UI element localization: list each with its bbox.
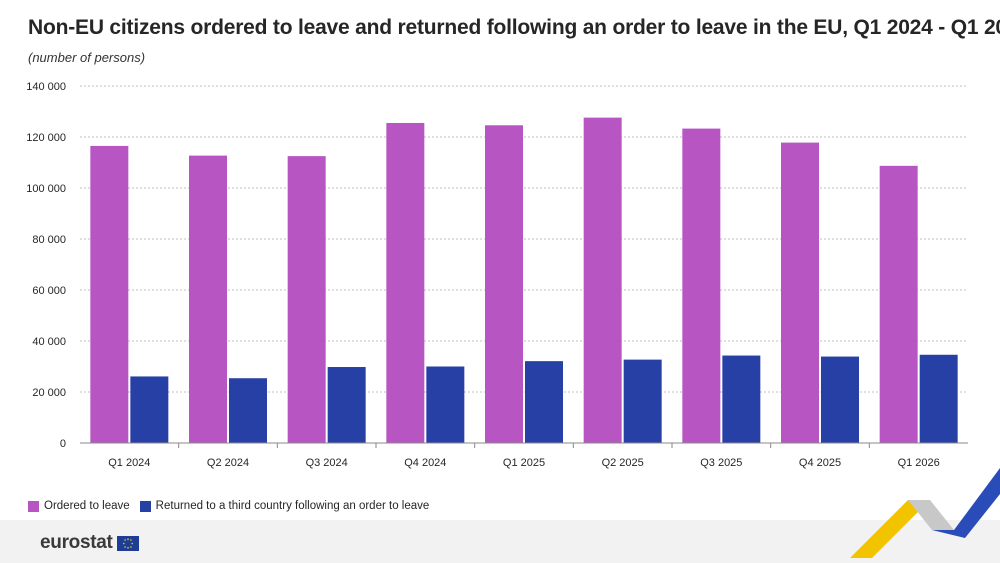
y-tick-label: 120 000 [26,132,66,144]
x-tick-label: Q2 2024 [207,457,249,469]
bar-ordered[interactable] [90,145,129,444]
legend-label-ordered: Ordered to leave [44,500,130,512]
x-tick-label: Q3 2025 [700,457,742,469]
bar-ordered[interactable] [287,156,326,443]
x-tick-label: Q4 2024 [404,457,446,469]
bar-ordered[interactable] [682,128,721,443]
legend-item-returned[interactable]: Returned to a third country following an… [139,500,430,512]
bar-returned[interactable] [722,355,761,443]
logo-text: eurostat [40,532,113,553]
legend: Ordered to leave Returned to a third cou… [28,500,439,512]
bar-returned[interactable] [327,367,366,443]
bar-returned[interactable] [229,378,267,443]
axes: 0 20 000 40 000 60 000 80 000 100 000 120 000 1… [26,81,968,469]
legend-item-ordered[interactable]: Ordered to leave [28,500,130,512]
bar-returned[interactable] [130,376,169,443]
y-tick-label: 140 000 [26,81,66,93]
decorative-ribbon-icon [850,468,1000,558]
bar-returned[interactable] [919,354,958,443]
bar-returned[interactable] [623,359,662,443]
chart-title: Non-EU citizens ordered to leave and ret… [28,16,1000,39]
bar-chart: 0 20 000 40 000 60 000 80 000 100 000 120 000 1… [26,81,968,469]
x-tick-label: Q1 2024 [108,457,150,469]
chart-subtitle: (number of persons) [28,50,146,65]
bars [90,117,958,444]
bar-ordered[interactable] [485,125,523,444]
eurostat-logo[interactable]: eurostat [40,532,139,554]
eu-flag-icon [116,535,139,551]
legend-swatch-ordered [28,500,39,512]
bar-ordered[interactable] [386,122,425,443]
y-tick-label: 60 000 [32,285,66,297]
bar-returned[interactable] [821,356,859,443]
y-tick-label: 100 000 [26,183,66,195]
y-tick-label: 40 000 [32,336,66,348]
x-tick-label: Q1 2025 [503,457,545,469]
x-tick-label: Q2 2025 [602,457,644,469]
bar-returned[interactable] [426,366,465,444]
bar-ordered[interactable] [189,155,227,444]
footer: eurostat [0,520,1000,563]
y-tick-label: 0 [60,438,66,450]
gridlines [80,85,968,393]
x-tick-label: Q4 2025 [799,457,841,469]
legend-label-returned: Returned to a third country following an… [155,500,430,512]
bar-returned[interactable] [525,361,563,443]
legend-swatch-returned [139,500,151,512]
bar-ordered[interactable] [879,165,918,443]
x-tick-label: Q1 2026 [898,457,940,469]
x-tick-label: Q3 2024 [306,457,348,469]
y-tick-label: 20 000 [32,387,66,399]
y-tick-label: 80 000 [32,234,66,246]
bar-ordered[interactable] [781,142,819,444]
bar-ordered[interactable] [583,117,622,444]
